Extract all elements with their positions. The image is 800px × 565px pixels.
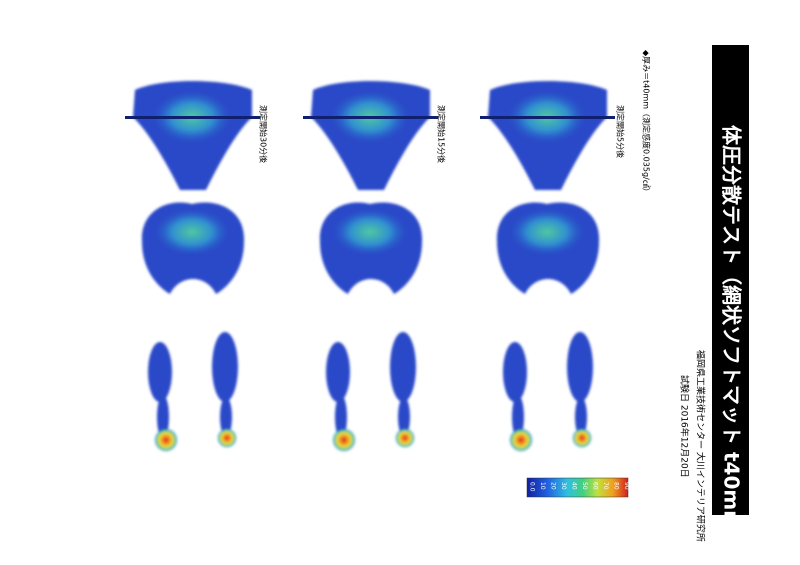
scale-label: 50 [581,482,588,490]
title-bar [712,45,749,515]
panel-label: 測定開始15分後 [437,105,447,163]
scale-label: 70 [602,482,609,490]
scale-label: 80 [613,482,620,490]
test-date: 試験日 2016年12月20日 [679,375,691,478]
color-scale [526,477,629,498]
panel-label: 測定開始30分後 [259,105,269,163]
organization: 福岡県工業技術センター 大川インテリア研究所 [695,350,707,542]
heatmap [303,81,438,452]
scale-label: 40 [571,482,578,490]
title: 体圧分散テスト（網状ソフトマット t40mm） [720,125,744,551]
panel-label: 測定開始5分後 [616,105,626,158]
scale-label: 60 [592,482,599,490]
heatmap [480,81,615,452]
scale-label: 0.0 [529,482,536,492]
scale-label: 10 [539,482,546,490]
note: ◆厚み＝t40mm（測定感度0.035g/㎠） [642,50,652,196]
scale-label: 30 [560,482,567,490]
heatmap [125,81,260,452]
scale-label: 20 [550,482,557,490]
scale-label: 90 [623,482,630,490]
